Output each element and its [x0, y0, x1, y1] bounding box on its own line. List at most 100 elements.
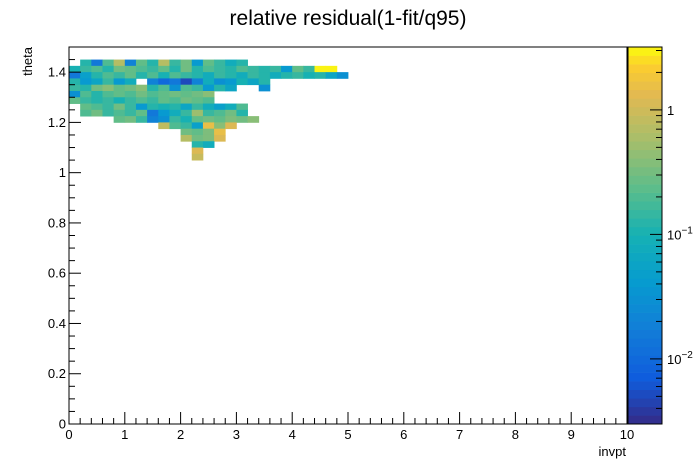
heatmap-cell	[281, 72, 293, 79]
heatmap-cell	[113, 78, 126, 86]
heatmap-cell	[113, 97, 126, 104]
heatmap-cell	[202, 78, 215, 86]
y-tick-label: 0.6	[48, 266, 66, 281]
colorbar-segment	[628, 55, 662, 65]
colorbar-segment	[628, 175, 662, 185]
heatmap-cell	[91, 72, 103, 79]
heatmap-cell	[102, 84, 115, 92]
x-tick-label: 8	[512, 427, 519, 442]
heatmap-cell	[247, 65, 260, 73]
heatmap-cell	[236, 116, 248, 123]
heatmap-cell	[113, 65, 126, 73]
heatmap-cell	[80, 97, 92, 104]
heatmap-cell	[158, 122, 170, 130]
colorbar-segment	[628, 389, 662, 399]
heatmap-cell	[258, 78, 271, 86]
colorbar-segment	[628, 406, 662, 416]
x-tick-label: 1	[121, 427, 128, 442]
heatmap-cell	[124, 103, 137, 111]
heatmap-cell	[202, 128, 215, 136]
colorbar-segment	[628, 106, 662, 116]
y-tick-label: 1.2	[48, 115, 66, 130]
heatmap-cell	[303, 72, 315, 79]
heatmap-cell	[236, 103, 248, 111]
y-tick-label: 0	[59, 417, 66, 432]
heatmap-cell	[124, 72, 137, 79]
heatmap-cell	[247, 72, 260, 79]
colorbar-segment	[628, 98, 662, 108]
heatmap-cell	[91, 109, 103, 117]
y-tick-label: 1.4	[48, 65, 66, 80]
heatmap-cell	[102, 65, 115, 73]
heatmap-cell	[158, 84, 170, 92]
heatmap-cell	[191, 90, 204, 98]
heatmap-cell	[91, 84, 103, 92]
heatmap-cell	[169, 116, 181, 123]
heatmap-cell	[214, 78, 226, 86]
x-tick-label: 0	[65, 427, 72, 442]
heatmap-cell	[202, 59, 215, 67]
heatmap-cell	[336, 72, 349, 79]
heatmap-cell	[236, 59, 248, 67]
heatmap-cell	[180, 59, 193, 67]
colorbar-segment	[628, 64, 662, 74]
heatmap-cell	[113, 90, 126, 98]
heatmap-cell	[91, 59, 103, 67]
heatmap-cell	[91, 97, 103, 104]
heatmap-cell	[169, 78, 181, 86]
heatmap-cell	[214, 65, 226, 73]
heatmap-cell	[258, 65, 271, 73]
heatmap-cell	[214, 128, 226, 136]
x-axis: 0 1 2 3 4 5 6 7 8 9 10	[65, 412, 634, 442]
heatmap-cell	[69, 90, 81, 98]
heatmap-cell	[202, 84, 215, 92]
heatmap-cell	[102, 103, 115, 111]
heatmap-cell	[236, 65, 248, 73]
heatmap-cell	[169, 59, 181, 67]
heatmap-cell	[158, 90, 170, 98]
heatmap-cell	[202, 141, 215, 148]
heatmap-cell	[91, 103, 103, 111]
heatmap-cell	[102, 109, 115, 117]
heatmap-cell	[158, 116, 170, 123]
colorbar-segment	[628, 124, 662, 133]
heatmap-cell	[135, 90, 148, 98]
heatmap-cell	[135, 109, 148, 117]
heatmap-cell	[169, 65, 181, 73]
y-axis-label: theta	[20, 46, 35, 76]
colorbar-segment	[628, 278, 662, 288]
heatmap-cell	[202, 90, 215, 98]
heatmap-cell	[225, 72, 237, 79]
heatmap-cell	[113, 59, 126, 67]
heatmap-cell	[147, 116, 159, 123]
heatmap-cell	[191, 147, 204, 155]
heatmap-cell	[169, 109, 181, 117]
heatmap-cell	[202, 97, 215, 104]
heatmap-cell	[214, 72, 226, 79]
heatmap-cell	[202, 65, 215, 73]
heatmap-cell	[80, 59, 92, 67]
x-tick-label: 9	[568, 427, 575, 442]
colorbar-segment	[628, 218, 662, 228]
heatmap-cell	[135, 116, 148, 123]
x-axis-label: invpt	[599, 444, 627, 459]
heatmap-cell	[147, 72, 159, 79]
colorbar-segment	[628, 346, 662, 356]
heatmap-cell	[258, 84, 271, 92]
heatmap-cell	[225, 65, 237, 73]
heatmap-cell	[169, 103, 181, 111]
x-tick-label: 10	[620, 427, 634, 442]
heatmap-cell	[135, 97, 148, 104]
colorbar: 10−2 10−1 1	[627, 46, 693, 425]
colorbar-segment	[628, 184, 662, 193]
heatmap-cell	[124, 90, 137, 98]
heatmap-cell	[80, 72, 92, 79]
heatmap-cell	[147, 103, 159, 111]
colorbar-segment	[628, 398, 662, 408]
colorbar-segment	[628, 321, 662, 331]
heatmap-cell	[180, 72, 193, 79]
heatmap-cell	[135, 72, 148, 79]
x-tick-label: 3	[233, 427, 240, 442]
heatmap-cell	[225, 59, 237, 67]
heatmap-cell	[124, 78, 137, 86]
